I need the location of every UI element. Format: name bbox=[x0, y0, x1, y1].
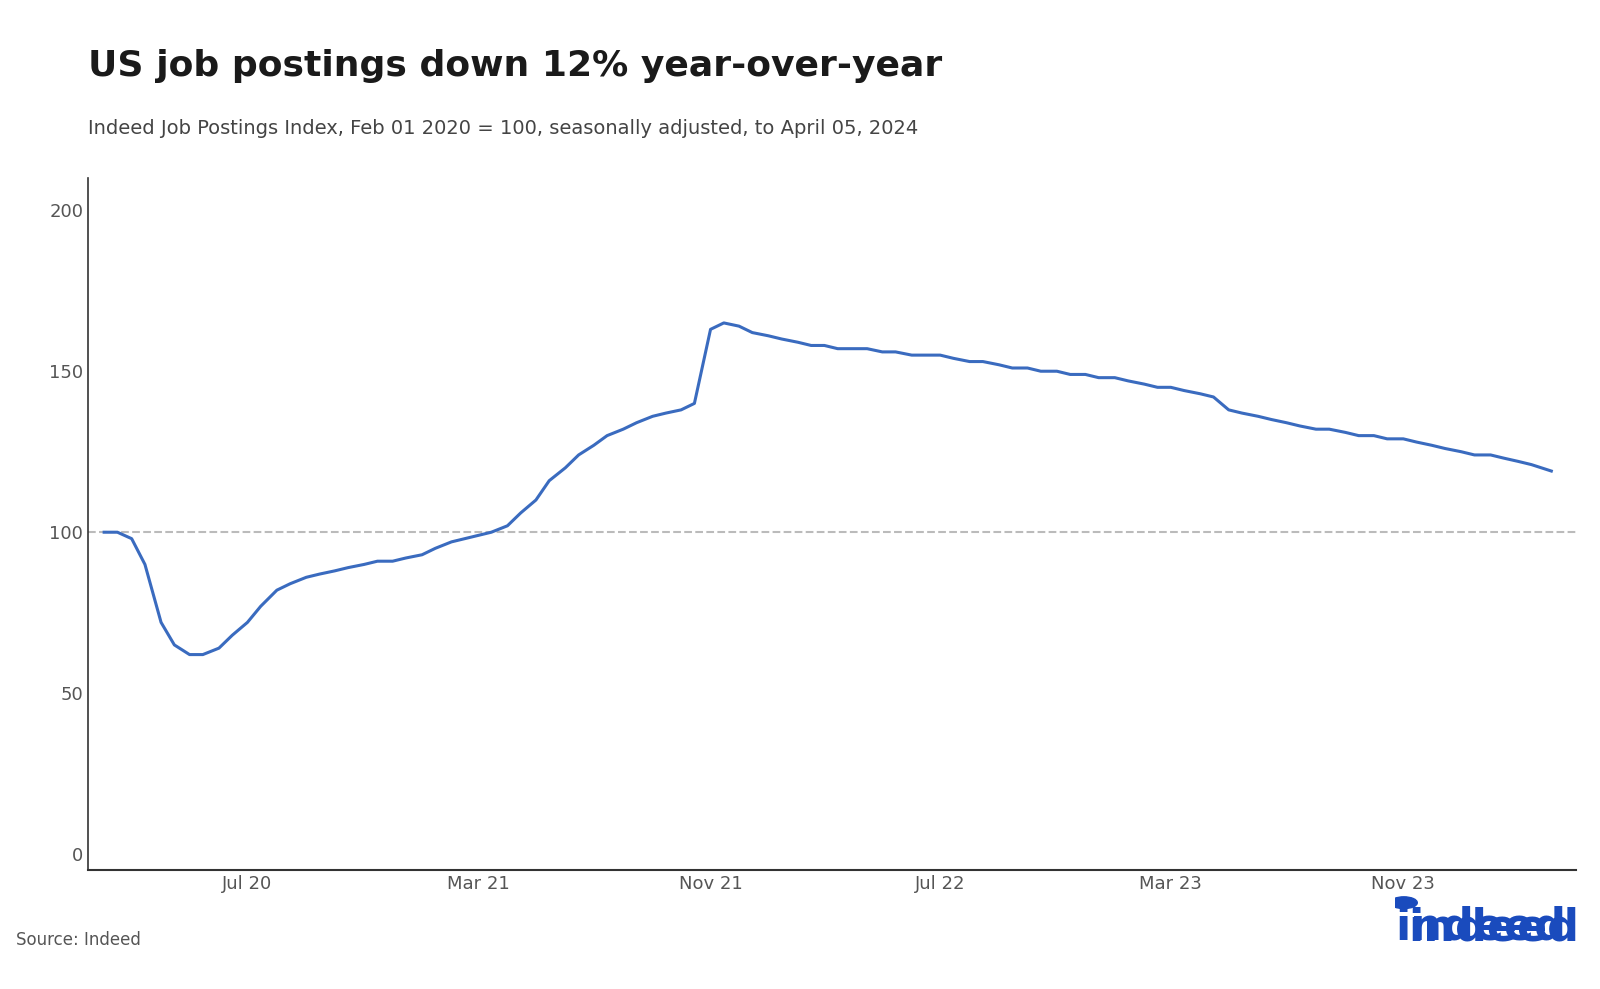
Text: Source: Indeed: Source: Indeed bbox=[16, 932, 141, 949]
Text: indeed: indeed bbox=[1395, 906, 1566, 949]
Text: US job postings down 12% year-over-year: US job postings down 12% year-over-year bbox=[88, 49, 942, 83]
Circle shape bbox=[1390, 897, 1418, 909]
Text: Indeed Job Postings Index, Feb 01 2020 = 100, seasonally adjusted, to April 05, : Indeed Job Postings Index, Feb 01 2020 =… bbox=[88, 119, 918, 137]
Text: indeed: indeed bbox=[1408, 907, 1579, 949]
